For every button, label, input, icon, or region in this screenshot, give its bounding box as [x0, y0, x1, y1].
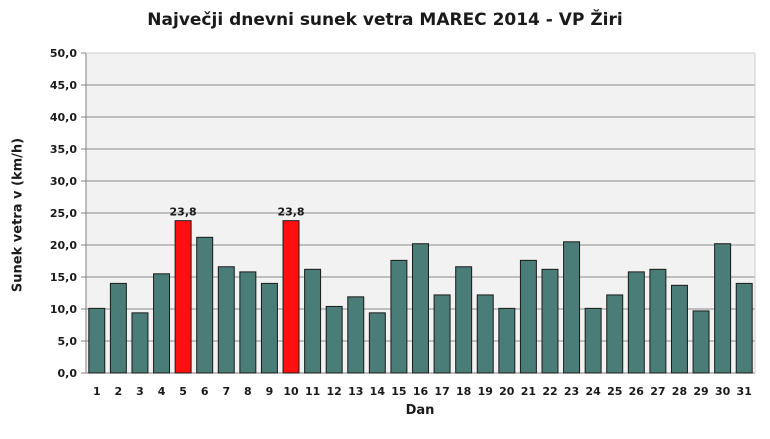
x-axis-label: Dan: [405, 403, 435, 418]
bar-day-15: [390, 259, 408, 374]
x-tick-label: 3: [136, 385, 144, 398]
bar-day-22: [541, 268, 559, 374]
bar-day-19: [476, 294, 494, 374]
x-tick-label: 12: [327, 385, 342, 398]
x-tick-label: 7: [222, 385, 230, 398]
y-tick-label: 50,0: [50, 47, 77, 60]
data-label: 23,8: [277, 206, 304, 219]
bar-day-4: [153, 273, 171, 374]
x-tick-label: 25: [607, 385, 622, 398]
x-tick-label: 30: [715, 385, 731, 398]
bar-day-11: [304, 268, 322, 374]
x-tick-label: 16: [413, 385, 429, 398]
bar-day-28: [670, 284, 688, 374]
x-tick-label: 14: [370, 385, 386, 398]
x-tick-label: 28: [672, 385, 687, 398]
bar-day-27: [649, 268, 667, 374]
x-tick-label: 18: [456, 385, 471, 398]
x-tick-label: 20: [499, 385, 515, 398]
bar-day-1: [88, 307, 106, 374]
x-tick-label: 17: [434, 385, 449, 398]
y-tick-label: 0,0: [58, 367, 78, 380]
bar-day-10: [282, 220, 300, 374]
bar-day-31: [735, 282, 753, 374]
y-tick-label: 25,0: [50, 207, 77, 220]
x-tick-label: 11: [305, 385, 320, 398]
bar-day-13: [347, 296, 365, 374]
chart-title: Največji dnevni sunek vetra MAREC 2014 -…: [147, 10, 623, 30]
bar-day-2: [109, 282, 127, 374]
x-tick-label: 6: [201, 385, 209, 398]
bar-day-30: [714, 243, 732, 374]
bar-day-21: [519, 259, 537, 374]
x-tick-label: 4: [158, 385, 166, 398]
x-tick-label: 23: [564, 385, 579, 398]
x-tick-label: 5: [179, 385, 187, 398]
x-tick-label: 13: [348, 385, 363, 398]
x-tick-label: 26: [629, 385, 645, 398]
y-tick-label: 5,0: [58, 335, 78, 348]
bar-day-9: [260, 282, 278, 374]
bar-day-6: [196, 236, 214, 374]
x-tick-label: 21: [521, 385, 536, 398]
bar-day-3: [131, 312, 149, 374]
bar-day-5: [174, 220, 192, 374]
x-tick-label: 19: [478, 385, 493, 398]
bar-day-18: [455, 266, 473, 374]
x-tick-label: 24: [585, 385, 601, 398]
bar-day-25: [606, 294, 624, 374]
y-tick-label: 35,0: [50, 143, 77, 156]
x-tick-label: 9: [266, 385, 274, 398]
x-tick-label: 10: [283, 385, 299, 398]
y-tick-label: 40,0: [50, 111, 77, 124]
y-tick-label: 20,0: [50, 239, 77, 252]
bar-day-8: [239, 271, 257, 374]
bar-day-14: [368, 312, 386, 374]
bar-day-29: [692, 310, 710, 374]
x-tick-label: 2: [115, 385, 123, 398]
x-tick-label: 22: [542, 385, 557, 398]
x-tick-label: 1: [93, 385, 101, 398]
x-tick-label: 8: [244, 385, 252, 398]
bar-day-7: [217, 266, 235, 374]
bar-day-12: [325, 305, 343, 374]
bar-day-26: [627, 271, 645, 374]
bar-day-24: [584, 307, 602, 374]
x-tick-label: 15: [391, 385, 406, 398]
x-tick-label: 27: [650, 385, 665, 398]
bar-day-23: [563, 241, 581, 374]
y-tick-label: 10,0: [50, 303, 77, 316]
y-tick-label: 15,0: [50, 271, 77, 284]
x-tick-label: 31: [737, 385, 752, 398]
y-tick-label: 45,0: [50, 79, 77, 92]
bar-day-16: [412, 243, 429, 374]
data-label: 23,8: [170, 206, 197, 219]
x-tick-label: 29: [693, 385, 708, 398]
bar-day-17: [433, 294, 451, 374]
bar-day-20: [498, 307, 516, 374]
y-tick-label: 30,0: [50, 175, 77, 188]
